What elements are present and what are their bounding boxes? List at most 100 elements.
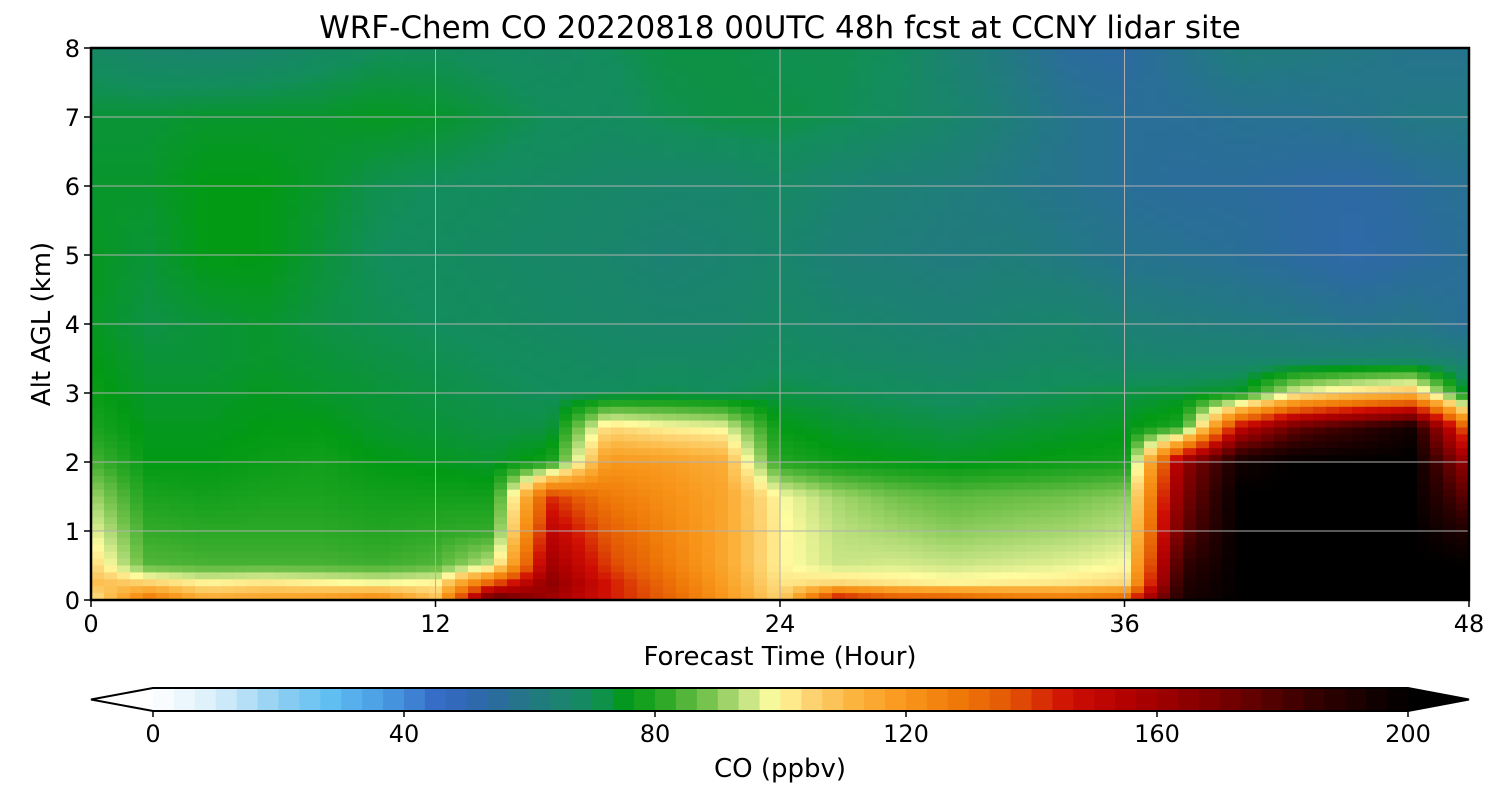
heatmap-cell (1326, 261, 1340, 270)
heatmap-cell (208, 110, 222, 118)
heatmap-cell (325, 96, 339, 104)
heatmap-cell (234, 289, 248, 297)
heatmap-cell (1417, 213, 1431, 222)
heatmap-cell (234, 213, 248, 222)
heatmap-cell (767, 310, 781, 318)
heatmap-cell (390, 48, 404, 56)
heatmap-cell (325, 213, 339, 222)
heatmap-cell (676, 303, 690, 311)
heatmap-cell (1144, 179, 1158, 187)
heatmap-cell (143, 48, 157, 56)
heatmap-cell (650, 282, 664, 291)
heatmap-cell (780, 303, 794, 311)
heatmap-cell (780, 130, 794, 139)
heatmap-cell (715, 117, 729, 125)
heatmap-cell (1261, 89, 1275, 97)
heatmap-cell (247, 330, 261, 339)
heatmap-cell (260, 261, 274, 270)
heatmap-cell (767, 96, 781, 104)
heatmap-cell (325, 241, 339, 249)
heatmap-cell (208, 220, 222, 228)
heatmap-cell (715, 255, 729, 263)
heatmap-cell (273, 317, 287, 325)
heatmap-cell (377, 330, 391, 339)
heatmap-cell (845, 165, 859, 173)
heatmap-cell (871, 206, 885, 215)
heatmap-cell (156, 351, 170, 360)
heatmap-cell (559, 206, 573, 215)
heatmap-cell (689, 186, 703, 194)
heatmap-cell (1300, 303, 1314, 311)
heatmap-cell (1456, 158, 1469, 166)
heatmap-cell (286, 48, 300, 56)
heatmap-cell (1209, 199, 1223, 208)
heatmap-cell (1040, 110, 1054, 118)
heatmap-cell (416, 337, 430, 346)
heatmap-cell (585, 296, 599, 304)
heatmap-cell (1378, 275, 1392, 284)
heatmap-cell (195, 324, 209, 332)
heatmap-cell (624, 206, 638, 215)
heatmap-cell (754, 303, 768, 311)
heatmap-cell (819, 89, 833, 97)
heatmap-cell (1248, 213, 1262, 222)
heatmap-cell (117, 144, 131, 153)
heatmap-cell (1183, 234, 1197, 242)
heatmap-cell (1417, 82, 1431, 90)
heatmap-cell (1131, 130, 1145, 139)
heatmap-cell (1144, 82, 1158, 90)
heatmap-cell (247, 234, 261, 242)
heatmap-cell (130, 82, 144, 90)
heatmap-cell (975, 365, 989, 373)
heatmap-cell (793, 199, 807, 208)
heatmap-cell (1300, 61, 1314, 70)
heatmap-cell (1027, 330, 1041, 339)
heatmap-cell (247, 275, 261, 284)
heatmap-cell (1183, 165, 1197, 173)
heatmap-cell (416, 248, 430, 256)
heatmap-cell (1300, 241, 1314, 249)
heatmap-cell (1378, 337, 1392, 346)
heatmap-cell (559, 199, 573, 208)
heatmap-cell (520, 289, 534, 297)
heatmap-cell (1352, 255, 1366, 263)
heatmap-cell (104, 344, 118, 353)
heatmap-cell (572, 268, 586, 277)
heatmap-cell (260, 179, 274, 187)
heatmap-cell (741, 144, 755, 153)
heatmap-cell (546, 255, 560, 263)
heatmap-cell (468, 337, 482, 346)
heatmap-cell (832, 144, 846, 153)
heatmap-cell (897, 75, 911, 84)
heatmap-cell (1079, 317, 1093, 325)
heatmap-cell (572, 206, 586, 215)
heatmap-cell (1326, 199, 1340, 208)
heatmap-cell (858, 275, 872, 284)
heatmap-cell (572, 351, 586, 360)
heatmap-cell (806, 61, 820, 70)
heatmap-cell (351, 82, 365, 90)
heatmap-cell (377, 158, 391, 166)
heatmap-cell (611, 234, 625, 242)
heatmap-cell (338, 186, 352, 194)
heatmap-cell (585, 268, 599, 277)
heatmap-cell (117, 103, 131, 111)
heatmap-cell (858, 172, 872, 180)
heatmap-cell (260, 137, 274, 146)
heatmap-cell (1443, 289, 1457, 297)
heatmap-cell (1170, 89, 1184, 97)
heatmap-cell (715, 103, 729, 111)
heatmap-cell (377, 248, 391, 256)
heatmap-cell (650, 123, 664, 132)
heatmap-cell (806, 275, 820, 284)
heatmap-cell (637, 137, 651, 146)
heatmap-cell (975, 117, 989, 125)
heatmap-cell (1456, 172, 1469, 180)
heatmap-cell (208, 165, 222, 173)
heatmap-cell (962, 179, 976, 187)
heatmap-cell (1105, 255, 1119, 263)
heatmap-cell (1105, 151, 1119, 159)
heatmap-cell (741, 241, 755, 249)
heatmap-cell (806, 213, 820, 222)
heatmap-cell (416, 158, 430, 166)
